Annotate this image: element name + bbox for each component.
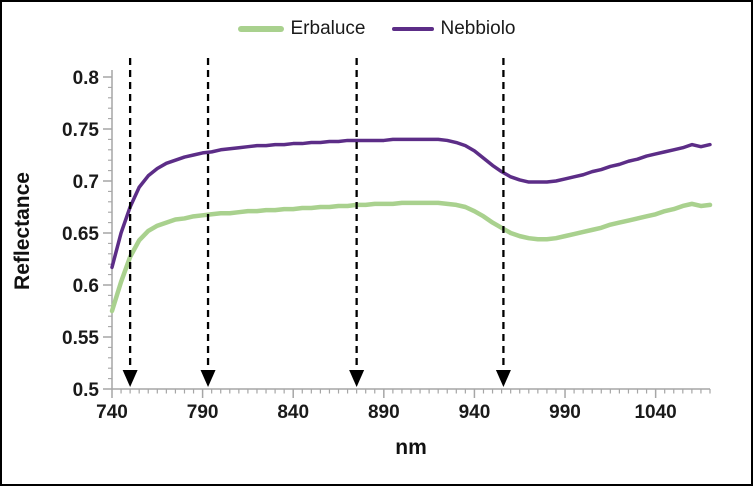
- legend-item-nebbiolo: Nebbiolo: [391, 18, 516, 39]
- erbaluce-line-swatch-icon: [237, 25, 284, 32]
- chart-legend: Erbaluce Nebbiolo: [2, 19, 751, 38]
- down-arrow-head-icon-875: [349, 370, 365, 387]
- x-tick-label-840: 840: [277, 402, 309, 423]
- y-tick-label-0.5: 0.5: [73, 380, 100, 401]
- y-tick-label-0.65: 0.65: [62, 224, 99, 245]
- down-arrow-head-icon-956: [495, 370, 511, 387]
- x-tick-label-890: 890: [368, 402, 400, 423]
- series-nebbiolo-line: [110, 137, 712, 270]
- y-tick-label-0.6: 0.6: [73, 276, 99, 297]
- down-arrow-head-icon-793: [200, 370, 216, 387]
- y-tick-label-0.7: 0.7: [73, 172, 99, 193]
- x-tick-label-940: 940: [459, 402, 491, 423]
- x-axis-title: nm: [395, 436, 427, 459]
- legend-item-erbaluce: Erbaluce: [237, 18, 366, 39]
- y-tick-label-0.75: 0.75: [62, 120, 99, 141]
- x-tick-label-740: 740: [96, 402, 128, 423]
- x-tick-label-1040: 1040: [634, 402, 676, 423]
- legend-label-nebbiolo: Nebbiolo: [440, 18, 516, 39]
- x-tick-label-990: 990: [549, 402, 581, 423]
- y-tick-label-0.8: 0.8: [73, 68, 99, 89]
- y-tick-label-0.55: 0.55: [62, 328, 99, 349]
- x-tick-label-790: 790: [187, 402, 219, 423]
- nebbiolo-line-swatch-icon: [391, 26, 434, 31]
- series-erbaluce-line: [109, 200, 713, 314]
- legend-label-erbaluce: Erbaluce: [290, 18, 366, 39]
- down-arrow-head-icon-750: [122, 370, 138, 387]
